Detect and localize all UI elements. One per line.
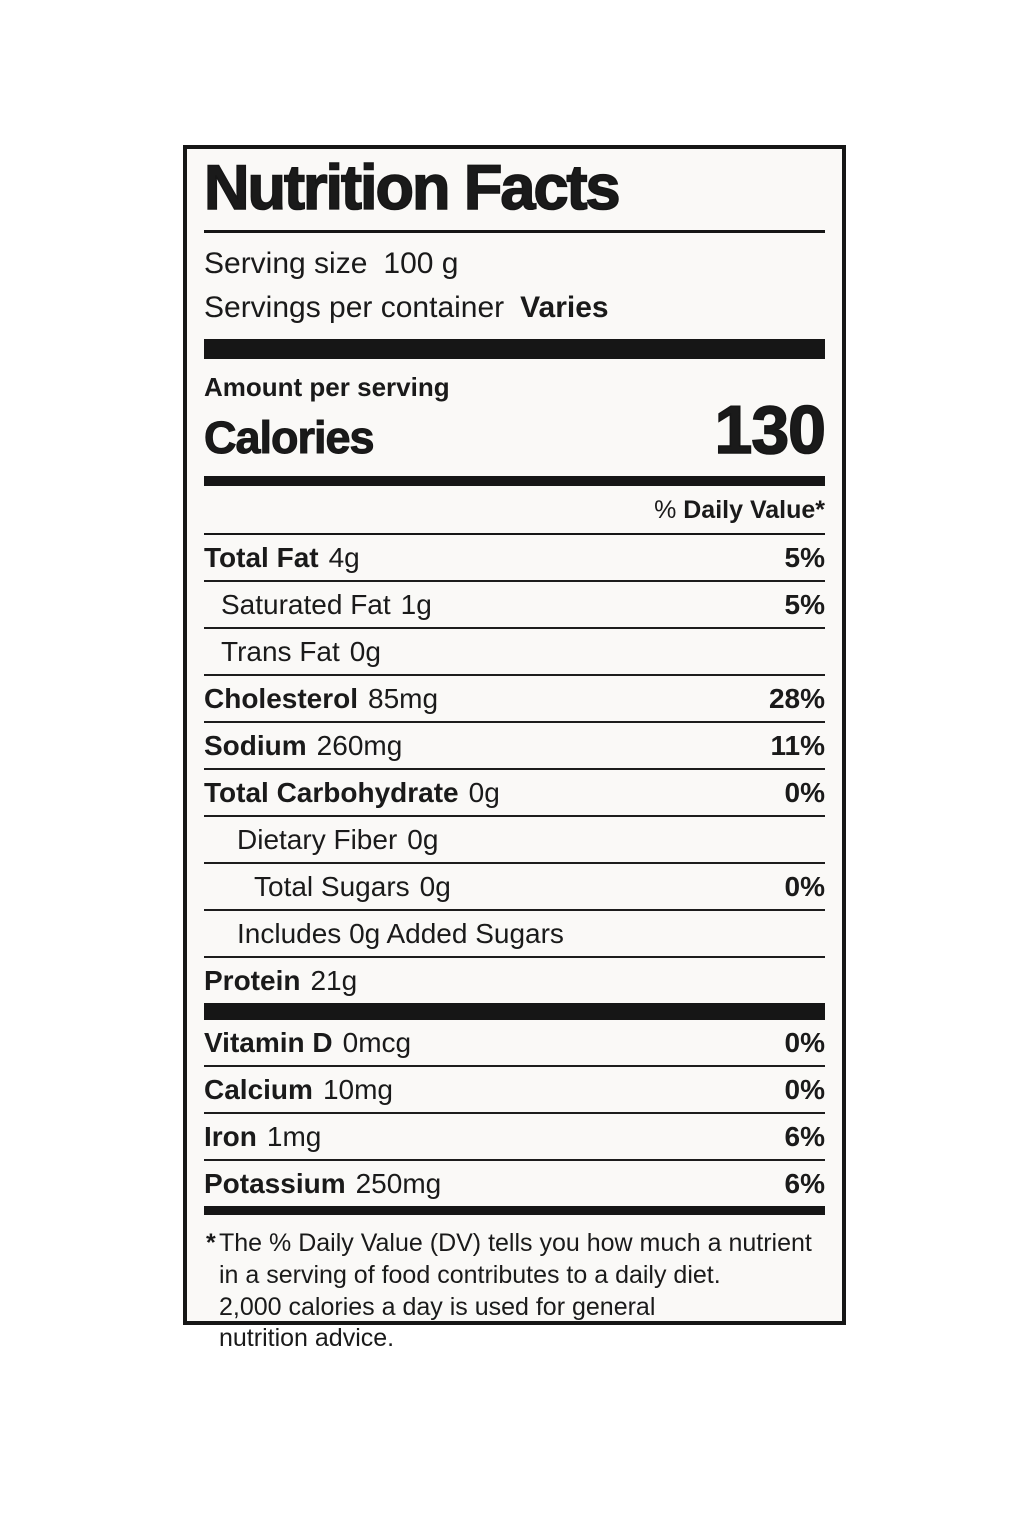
calories-label: Calories: [204, 412, 376, 464]
nutrient-name: Potassium: [204, 1168, 346, 1199]
nutrient-dv: 11%: [770, 730, 826, 761]
nutrient-name: Protein: [204, 965, 301, 996]
nutrient-row-sodium: Sodium 260mg 11%: [204, 723, 825, 770]
nutrient-amount: 0g: [419, 871, 451, 902]
nutrient-row-vitamin-d: Vitamin D 0mcg 0%: [204, 1020, 825, 1067]
nutrient-name: Cholesterol: [204, 683, 359, 714]
footnote-asterisk: *: [206, 1229, 216, 1257]
serving-size-label: Serving size: [204, 247, 368, 280]
divider-below-calories: [204, 476, 825, 486]
daily-value-header: % Daily Value*: [204, 486, 825, 535]
nutrient-dv: 0%: [784, 871, 825, 902]
footnote-text: The % Daily Value (DV) tells you how muc…: [219, 1229, 812, 1257]
nutrient-name: Saturated Fat: [221, 589, 391, 620]
footnote-line: 2,000 calories a day is used for general: [219, 1292, 656, 1321]
serving-size-row: Serving size 100 g: [204, 233, 825, 282]
servings-per-container-row: Servings per container Varies: [204, 282, 825, 326]
nutrient-dv: 6%: [784, 1168, 825, 1199]
nutrient-amount: 21g: [310, 965, 358, 996]
nutrient-dv: 6%: [784, 1121, 825, 1152]
nutrient-amount: 10mg: [322, 1074, 393, 1105]
nutrient-row-calcium: Calcium 10mg 0%: [204, 1067, 825, 1114]
nutrient-dv: 5%: [784, 589, 825, 620]
nutrient-amount: 250mg: [355, 1168, 442, 1199]
servings-per-container-label: Servings per container: [204, 291, 505, 324]
footnote-line: nutrition advice.: [219, 1324, 395, 1353]
nutrient-name: Total Sugars: [254, 871, 410, 902]
thick-divider-bottom: [204, 1206, 825, 1215]
nutrient-name: Total Fat: [204, 542, 319, 573]
nutrient-dv: 28%: [768, 683, 825, 714]
nutrient-name: Includes 0g Added Sugars: [237, 918, 564, 949]
nutrient-amount: 0g: [468, 777, 500, 808]
nutrient-name: Total Carbohydrate: [204, 777, 459, 808]
nutrient-row-protein: Protein 21g: [204, 958, 825, 1003]
nutrition-facts-label: Nutrition Facts Serving size 100 g Servi…: [183, 145, 846, 1352]
calories-value: 130: [714, 392, 827, 468]
nutrient-name: Calcium: [204, 1074, 313, 1105]
nutrient-name: Trans Fat: [221, 636, 340, 667]
nutrient-name: Vitamin D: [204, 1027, 333, 1058]
footnote-line: * The % Daily Value (DV) tells you how m…: [206, 1228, 825, 1260]
nutrient-amount: 4g: [328, 542, 360, 573]
nutrient-row-added-sugars: Includes 0g Added Sugars: [204, 911, 825, 958]
nutrient-amount: 260mg: [316, 730, 403, 761]
daily-value-header-text: Daily Value*: [683, 496, 825, 524]
nutrient-row-dietary-fiber: Dietary Fiber 0g: [204, 817, 825, 864]
nutrient-name: Dietary Fiber: [237, 824, 398, 855]
nutrient-amount: 1g: [400, 589, 432, 620]
daily-value-percent-sign: %: [654, 496, 677, 524]
footnote-line: in a serving of food contributes to a da…: [219, 1260, 721, 1289]
thick-divider-below-protein: [204, 1003, 825, 1020]
nutrient-row-potassium: Potassium 250mg 6%: [204, 1161, 825, 1206]
nutrient-name: Sodium: [204, 730, 307, 761]
nutrient-dv: 0%: [784, 1074, 825, 1105]
nutrient-amount: 0mcg: [342, 1027, 412, 1058]
serving-size-value: 100 g: [383, 247, 459, 280]
daily-value-footnote: * The % Daily Value (DV) tells you how m…: [204, 1215, 825, 1355]
nutrient-amount: 85mg: [368, 683, 439, 714]
servings-per-container-value: Varies: [520, 291, 609, 324]
nutrient-dv: 0%: [784, 777, 825, 808]
nutrient-row-iron: Iron 1mg 6%: [204, 1114, 825, 1161]
amount-per-serving-label: Amount per serving: [204, 372, 450, 402]
nutrient-dv: 5%: [784, 542, 825, 573]
nutrient-row-cholesterol: Cholesterol 85mg 28%: [204, 676, 825, 723]
nutrient-amount: 0g: [407, 824, 439, 855]
nutrient-row-trans-fat: Trans Fat 0g: [204, 629, 825, 676]
nutrient-row-total-carbohydrate: Total Carbohydrate 0g 0%: [204, 770, 825, 817]
nutrient-row-saturated-fat: Saturated Fat 1g 5%: [204, 582, 825, 629]
nutrient-amount: 1mg: [266, 1121, 322, 1152]
nutrient-dv: 0%: [784, 1027, 825, 1058]
nutrient-name: Iron: [204, 1121, 257, 1152]
calories-row: Calories 130: [204, 392, 827, 476]
thick-divider-top: [204, 339, 825, 359]
nutrient-row-total-sugars: Total Sugars 0g 0%: [204, 864, 825, 911]
nutrient-row-total-fat: Total Fat 4g 5%: [204, 535, 825, 582]
nutrient-amount: 0g: [349, 636, 381, 667]
label-title: Nutrition Facts: [203, 149, 825, 233]
